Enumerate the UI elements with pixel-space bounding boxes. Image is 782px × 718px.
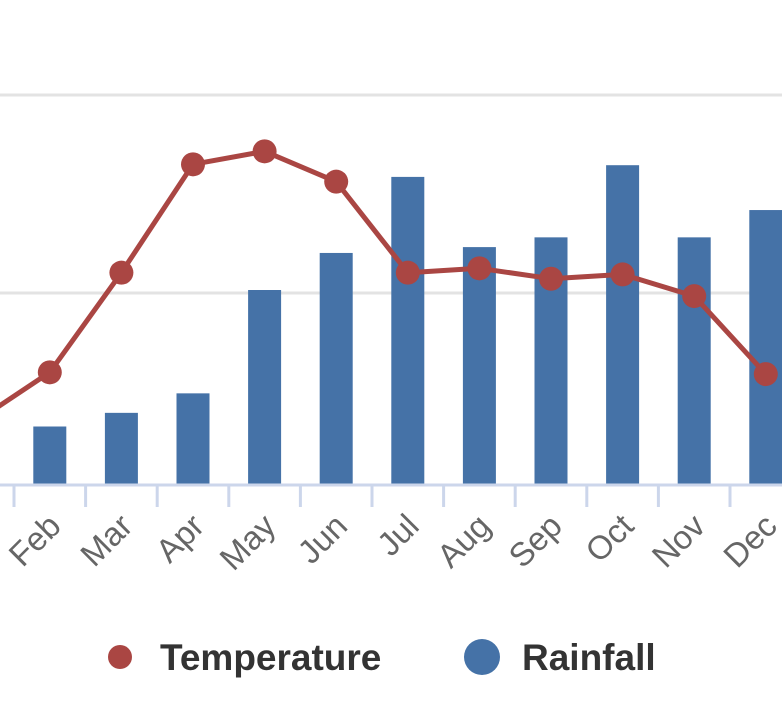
- rainfall-bar-mar[interactable]: [104, 412, 138, 485]
- temperature-point-jun[interactable]: [324, 169, 349, 194]
- rainfall-bar-jun[interactable]: [319, 252, 353, 485]
- gridlines: [0, 93, 782, 295]
- temperature-point-dec[interactable]: [753, 362, 778, 387]
- legend-item-rainfall[interactable]: Rainfall: [464, 637, 656, 678]
- rainfall-bar-may[interactable]: [248, 290, 282, 485]
- legend-symbol-rainfall: [464, 639, 500, 675]
- x-axis-labels: JanFebMarAprMayJunJulAugSepOctNovDec: [1, 506, 782, 577]
- rainfall-bar-dec[interactable]: [749, 210, 782, 486]
- temperature-point-nov[interactable]: [682, 284, 707, 309]
- legend-item-temperature[interactable]: Temperature: [108, 637, 381, 678]
- legend[interactable]: Temperature Rainfall: [108, 637, 656, 678]
- rainfall-bar-feb[interactable]: [33, 426, 67, 486]
- x-tick-label-feb: Feb: [1, 507, 67, 573]
- temperature-point-may[interactable]: [252, 139, 277, 164]
- temperature-line: [0, 139, 778, 409]
- rainfall-bar-jul[interactable]: [391, 176, 425, 485]
- temperature-point-aug[interactable]: [467, 256, 492, 281]
- temperature-point-sep[interactable]: [539, 266, 563, 291]
- x-tick-label-aug: Aug: [430, 507, 498, 575]
- x-tick-label-may: May: [212, 506, 283, 577]
- rainfall-bar-nov[interactable]: [677, 237, 711, 485]
- x-tick-label-apr: Apr: [148, 507, 210, 569]
- x-tick-label-mar: Mar: [73, 507, 139, 573]
- x-tick-label-oct: Oct: [578, 507, 640, 569]
- x-tick-label-jun: Jun: [290, 507, 354, 571]
- temperature-point-jul[interactable]: [395, 260, 420, 285]
- rainfall-bar-oct[interactable]: [606, 165, 640, 485]
- legend-symbol-temperature: [108, 645, 132, 669]
- legend-label-temperature: Temperature: [160, 637, 381, 678]
- temperature-point-oct[interactable]: [610, 262, 635, 287]
- temperature-series-line: [0, 148, 768, 409]
- rainfall-bar-aug[interactable]: [462, 247, 496, 485]
- x-tick-label-dec: Dec: [716, 507, 782, 575]
- rainfall-bar-apr[interactable]: [176, 393, 210, 485]
- x-tick-label-jul: Jul: [370, 507, 426, 563]
- x-axis: [0, 483, 782, 507]
- x-tick-label-sep: Sep: [501, 507, 569, 575]
- temperature-point-feb[interactable]: [37, 360, 62, 385]
- x-tick-label-nov: Nov: [644, 506, 712, 574]
- temperature-point-mar[interactable]: [109, 260, 134, 285]
- temperature-point-apr[interactable]: [181, 152, 205, 177]
- rainfall-bars: [33, 165, 782, 486]
- legend-label-rainfall: Rainfall: [522, 637, 656, 678]
